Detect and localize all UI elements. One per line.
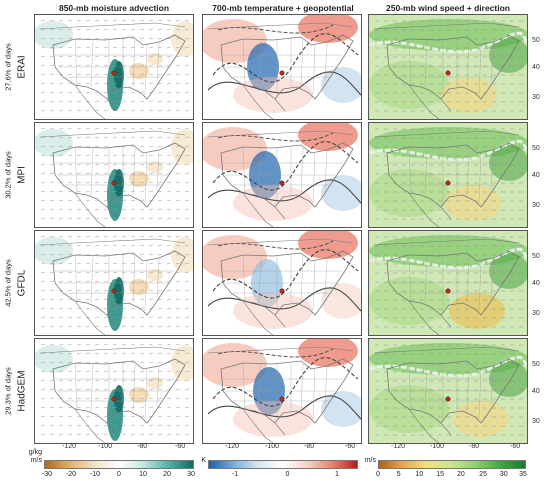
site-marker [111,70,117,76]
row-label-mpi: 30.2% of days MPI [0,122,32,228]
lon-tick: -60 [175,443,186,450]
colorbar-tick: 30 [499,471,508,478]
colorbar-tick: 0 [117,471,121,478]
lat-tick: 50 [532,145,540,152]
map-panel [34,338,194,444]
colorbar-tick: 1 [335,471,339,478]
colorbar-gradient [378,460,526,469]
row-model: MPI [16,166,28,184]
lat-tick: 40 [532,388,540,395]
map-panel [202,338,362,444]
colorbar-tick: 25 [479,471,487,478]
row-pct: 29.3% of days [3,367,13,415]
map-canvas [203,339,361,443]
lat-tick: 50 [532,361,540,368]
row-model: HadGEM [16,370,28,412]
map-canvas [35,339,193,443]
colorbar-tick: 35 [519,471,527,478]
map-canvas [369,15,527,119]
row-label-gfdl: 42.5% of days GFDL [0,230,32,336]
map-canvas [35,231,193,335]
site-marker [279,288,285,294]
map-canvas [35,15,193,119]
row-label-hadgem: 29.3% of days HadGEM [0,338,32,444]
site-marker [279,396,285,402]
col-title-moisture: 850-mb moisture advection [58,3,170,13]
map-canvas [369,231,527,335]
map-canvas [203,15,361,119]
lon-tick: -120 [62,443,77,450]
site-marker [279,180,285,186]
site-marker [445,70,451,76]
colorbar-tick: -20 [65,471,77,478]
row-pct: 27.6% of days [3,43,13,91]
colorbar-tick: -10 [89,471,101,478]
site-marker [111,396,117,402]
row-pct: 30.2% of days [3,151,13,199]
lat-tick: 30 [532,418,540,425]
map-canvas [369,123,527,227]
site-marker [111,180,117,186]
colorbar-tick: 10 [415,471,424,478]
site-marker [445,288,451,294]
map-panel [202,122,362,228]
lat-tick: 50 [532,253,540,260]
colorbar-tick: -30 [41,471,53,478]
map-canvas [203,123,361,227]
lat-tick: 30 [532,94,540,101]
lon-tick: -100 [98,443,113,450]
lon-tick: -120 [225,443,240,450]
colorbar-tick: 0 [376,471,380,478]
map-panel [34,230,194,336]
map-panel [34,14,194,120]
colorbar-tick: 0 [285,471,290,478]
map-panel [202,230,362,336]
lon-tick: -80 [469,443,480,450]
map-panel [368,230,528,336]
map-canvas [369,339,527,443]
lat-tick: 40 [532,64,540,71]
colorbar-tick: 30 [187,471,195,478]
map-panel [34,122,194,228]
col-title-wind: 250-mb wind speed + direction [386,3,510,13]
row-pct: 42.5% of days [3,259,13,307]
map-canvas [203,231,361,335]
colorbar-tick: -1 [231,471,239,478]
lon-tick: -100 [430,443,445,450]
colorbar-tick: 10 [139,471,147,478]
col-title-temperature: 700-mb temperature + geopotential [212,3,354,13]
site-marker [111,288,117,294]
lat-tick: 40 [532,172,540,179]
lon-tick: -100 [265,443,280,450]
map-panel [368,122,528,228]
row-label-erai: 27.6% of days ERAI [0,14,32,120]
row-model: ERAI [16,55,28,79]
colorbar-unit: m/s [364,457,376,464]
map-panel [202,14,362,120]
colorbar-tick: 20 [163,471,171,478]
lon-tick: -80 [137,443,148,450]
lat-tick: 40 [532,280,540,287]
map-panel [368,338,528,444]
lon-tick: -80 [304,443,315,450]
map-panel [368,14,528,120]
colorbar-tick: 20 [456,471,465,478]
lat-tick: 30 [532,202,540,209]
site-marker [445,180,451,186]
colorbar-gradient [44,460,194,469]
colorbar-unit: K [201,457,206,464]
lon-tick: -60 [510,443,521,450]
colorbar-tick: 15 [436,471,445,478]
lon-tick: -120 [391,443,406,450]
map-canvas [35,123,193,227]
colorbar-gradient [208,460,358,469]
colorbar-unit: g/kg m/s [28,449,42,464]
lat-tick: 30 [532,310,540,317]
row-model: GFDL [16,269,28,297]
site-marker [279,70,285,76]
lon-tick: -60 [345,443,356,450]
colorbar-tick: 5 [396,471,401,478]
lat-tick: 50 [532,37,540,44]
site-marker [445,396,451,402]
